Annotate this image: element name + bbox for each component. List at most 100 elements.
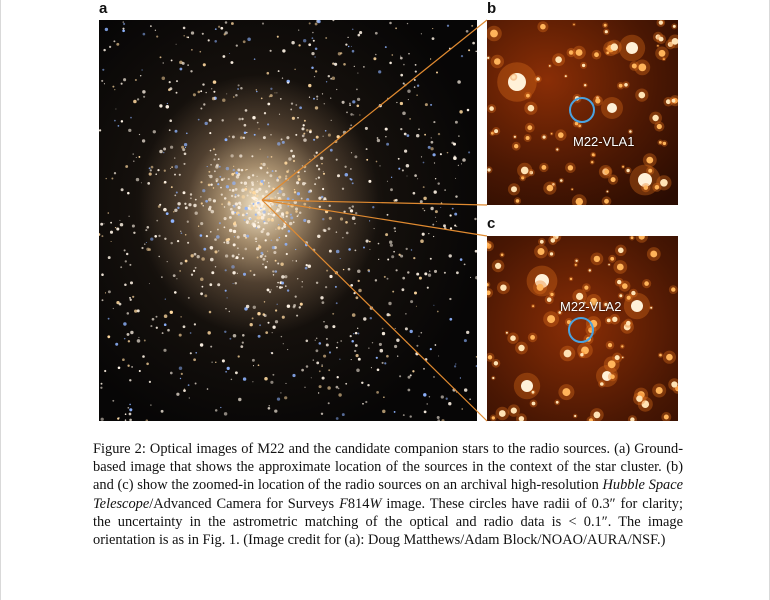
star — [350, 124, 353, 127]
star — [304, 266, 308, 270]
star — [455, 391, 458, 393]
star — [157, 168, 160, 172]
star — [163, 314, 168, 318]
star — [249, 269, 252, 272]
vla1-label: M22-VLA1 — [573, 134, 635, 149]
star — [655, 387, 663, 394]
star — [193, 358, 196, 362]
star — [210, 257, 214, 262]
star — [521, 176, 525, 180]
star — [604, 198, 609, 204]
star — [531, 390, 535, 394]
star — [136, 339, 141, 343]
star — [144, 243, 146, 245]
star — [241, 117, 244, 121]
star — [313, 138, 316, 141]
star — [588, 418, 593, 421]
star — [423, 209, 426, 212]
star — [449, 317, 453, 321]
star — [351, 313, 356, 317]
star — [286, 170, 289, 173]
star — [280, 392, 282, 394]
star — [314, 339, 316, 341]
star — [553, 236, 559, 240]
star — [135, 177, 140, 182]
star — [648, 168, 653, 173]
star — [474, 217, 477, 221]
star — [296, 192, 301, 196]
star — [347, 267, 351, 271]
star — [152, 130, 156, 134]
star — [190, 31, 195, 35]
star — [389, 61, 392, 65]
star — [271, 170, 274, 173]
star — [251, 183, 255, 186]
star — [138, 155, 141, 158]
star — [245, 304, 250, 309]
star — [256, 211, 260, 214]
star — [330, 97, 332, 99]
star — [148, 167, 151, 170]
star — [495, 262, 502, 269]
star — [413, 79, 416, 81]
star — [386, 313, 390, 317]
star — [402, 111, 406, 116]
star — [242, 334, 245, 337]
star — [420, 239, 424, 243]
star — [185, 132, 188, 135]
star — [267, 200, 269, 202]
star — [357, 72, 359, 74]
star — [234, 282, 238, 285]
star — [134, 309, 138, 313]
star — [250, 181, 254, 185]
star — [349, 104, 351, 106]
star — [315, 135, 319, 139]
star — [282, 193, 286, 197]
star — [186, 220, 189, 223]
star — [256, 180, 259, 182]
star — [212, 148, 216, 151]
star — [420, 33, 422, 35]
star — [119, 219, 121, 221]
star — [546, 297, 552, 302]
star — [205, 199, 208, 203]
star — [391, 54, 394, 56]
star — [130, 330, 134, 335]
star — [530, 335, 535, 340]
star — [100, 386, 103, 389]
star — [123, 249, 126, 252]
star — [352, 100, 356, 104]
star — [412, 191, 416, 195]
star — [311, 51, 315, 56]
star — [595, 98, 601, 104]
star — [222, 98, 226, 102]
star — [336, 341, 339, 344]
star — [281, 286, 284, 289]
star — [368, 179, 372, 183]
star — [237, 253, 240, 256]
star — [289, 221, 293, 226]
star — [263, 112, 267, 115]
star — [258, 244, 260, 247]
star — [157, 205, 161, 208]
star — [335, 417, 339, 420]
star — [259, 166, 263, 170]
star — [178, 333, 182, 337]
star — [368, 347, 370, 349]
star — [242, 377, 247, 381]
star — [145, 229, 148, 232]
star — [384, 46, 387, 49]
star — [123, 322, 127, 326]
star — [223, 197, 227, 200]
star — [307, 190, 311, 194]
star — [214, 266, 217, 268]
star — [377, 242, 380, 245]
star — [284, 221, 287, 224]
star — [256, 194, 259, 198]
star — [257, 225, 261, 229]
star — [190, 254, 194, 258]
star — [287, 205, 290, 208]
star — [184, 234, 187, 236]
star — [267, 194, 270, 197]
star — [318, 196, 322, 200]
